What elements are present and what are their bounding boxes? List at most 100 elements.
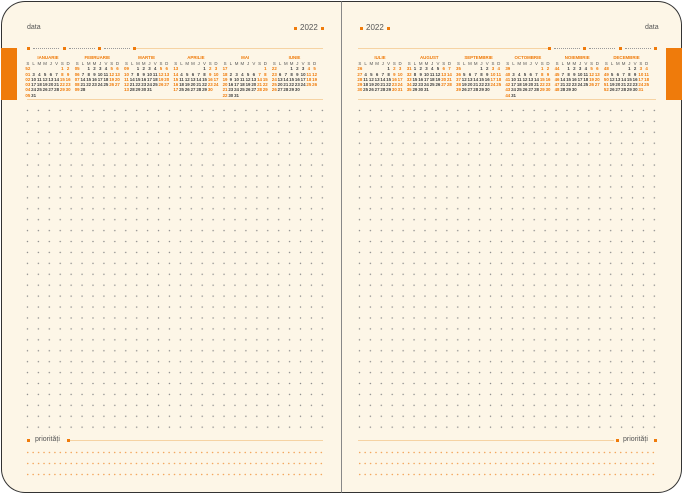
day-cell[interactable]: 29	[539, 87, 545, 93]
day-cell[interactable]: 7	[448, 66, 451, 72]
day-cell[interactable]: 22	[539, 82, 545, 88]
day-cell[interactable]: 6	[596, 66, 599, 72]
day-cell[interactable]	[644, 87, 650, 92]
day-cell[interactable]: 1	[480, 66, 483, 72]
day-cell[interactable]: 24	[213, 82, 219, 88]
day-cell[interactable]: 15	[202, 76, 207, 82]
day-cell[interactable]: 22	[135, 82, 141, 88]
day-cell[interactable]: 28	[257, 87, 262, 93]
day-cell[interactable]: 14	[446, 71, 452, 77]
day-cell[interactable]: 5	[159, 66, 163, 72]
day-cell[interactable]: 3	[32, 71, 35, 77]
day-cell[interactable]: 28	[446, 82, 452, 88]
day-cell[interactable]: 21	[80, 82, 86, 88]
day-cell[interactable]: 23	[571, 82, 577, 88]
day-cell[interactable]: 2	[419, 66, 422, 72]
day-cell[interactable]: 22	[386, 82, 392, 88]
day-cell[interactable]: 27	[251, 87, 257, 93]
day-cell[interactable]: 2	[633, 66, 637, 72]
day-cell[interactable]: 2	[93, 66, 96, 72]
day-cell[interactable]: 29	[59, 87, 65, 93]
day-cell[interactable]: 4	[645, 66, 648, 72]
day-cell[interactable]: 18	[429, 76, 435, 82]
day-cell[interactable]: 1	[290, 66, 293, 72]
day-cell[interactable]: 26	[589, 82, 594, 88]
day-cell[interactable]: 23	[484, 82, 490, 88]
day-cell[interactable]: 4	[307, 66, 311, 72]
priority-dot-row[interactable]	[357, 462, 657, 465]
day-cell[interactable]: 21	[473, 82, 479, 88]
day-cell[interactable]: 20	[594, 76, 600, 82]
day-cell[interactable]: 14	[196, 76, 202, 82]
day-cell[interactable]: 27	[48, 87, 54, 93]
day-cell[interactable]: 9	[66, 71, 70, 77]
day-cell[interactable]: 18	[516, 82, 522, 88]
day-cell[interactable]: 28	[534, 87, 539, 93]
day-cell[interactable]: 10	[213, 71, 219, 77]
day-cell[interactable]: 7	[561, 71, 565, 77]
day-cell[interactable]: 20	[48, 82, 54, 88]
day-cell[interactable]: 18	[306, 76, 312, 82]
day-cell[interactable]: 4	[497, 66, 500, 72]
day-cell[interactable]: 28	[54, 87, 60, 93]
day-cell[interactable]: 2	[485, 66, 489, 72]
day-cell[interactable]: 22	[86, 82, 92, 88]
day-cell[interactable]: 16	[207, 76, 213, 82]
day-cell[interactable]: 27	[190, 87, 196, 93]
day-cell[interactable]: 6	[529, 71, 532, 77]
day-cell[interactable]: 8	[480, 71, 483, 77]
day-cell[interactable]: 20	[467, 82, 473, 88]
day-cell[interactable]	[164, 87, 170, 92]
day-cell[interactable]: 4	[241, 71, 244, 77]
day-cell[interactable]: 7	[258, 71, 261, 77]
day-cell[interactable]: 19	[184, 82, 190, 88]
day-cell[interactable]: 16	[65, 76, 71, 82]
day-cell[interactable]: 31	[638, 87, 644, 93]
day-cell[interactable]	[262, 93, 268, 98]
day-cell[interactable]: 12	[158, 71, 164, 77]
day-cell[interactable]: 6	[468, 71, 472, 77]
day-cell[interactable]: 8	[203, 71, 206, 77]
day-cell[interactable]: 26	[368, 87, 374, 93]
day-cell[interactable]: 3	[235, 71, 238, 77]
priority-dot-row[interactable]	[25, 451, 325, 454]
day-cell[interactable]: 9	[485, 71, 489, 77]
day-cell[interactable]: 23	[141, 82, 147, 88]
day-cell[interactable]: 15	[412, 76, 418, 82]
day-cell[interactable]: 15	[566, 76, 571, 82]
day-cell[interactable]: 4	[584, 66, 588, 72]
day-cell[interactable]: 1	[61, 66, 64, 72]
day-cell[interactable]: 23	[65, 82, 71, 88]
day-cell[interactable]: 24	[300, 82, 306, 88]
day-cell[interactable]: 20	[190, 82, 196, 88]
day-cell[interactable]: 28	[129, 87, 135, 93]
day-cell[interactable]: 14	[129, 76, 135, 82]
day-cell[interactable]: 9	[296, 71, 299, 77]
day-cell[interactable]	[115, 87, 121, 92]
day-cell[interactable]: 5	[523, 71, 527, 77]
day-cell[interactable]: 26	[312, 82, 318, 88]
day-cell[interactable]: 11	[644, 71, 649, 77]
day-cell[interactable]: 13	[467, 76, 473, 82]
day-cell[interactable]: 2	[209, 66, 212, 72]
day-cell[interactable]: 12	[589, 71, 594, 77]
day-cell[interactable]: 22	[412, 82, 418, 88]
day-cell[interactable]: 3	[98, 66, 102, 72]
day-cell[interactable]: 23	[391, 82, 397, 88]
day-cell[interactable]: 22	[479, 82, 484, 88]
day-cell[interactable]: 20	[114, 76, 120, 82]
day-cell[interactable]: 30	[418, 87, 424, 93]
day-cell[interactable]: 11	[103, 71, 109, 77]
day-cell[interactable]: 13	[594, 71, 600, 77]
day-cell[interactable]: 28	[560, 87, 566, 93]
day-cell[interactable]: 13	[114, 71, 120, 77]
day-cell[interactable]: 11	[496, 71, 502, 77]
day-cell[interactable]: 5	[436, 66, 440, 72]
day-cell[interactable]: 24	[638, 82, 644, 88]
day-cell[interactable]: 9	[209, 71, 212, 77]
day-cell[interactable]: 21	[283, 82, 289, 88]
day-cell[interactable]: 7	[55, 71, 58, 77]
day-cell[interactable]: 20	[164, 76, 170, 82]
day-cell[interactable]: 6	[375, 71, 379, 77]
day-cell[interactable]: 16	[545, 76, 551, 82]
